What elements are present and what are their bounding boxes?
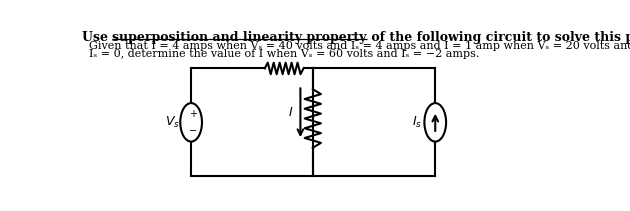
Text: +: + (190, 109, 197, 119)
Text: Given that I = 4 amps when Vₛ = 40 volts and Iₛ = 4 amps and I = 1 amp when Vₛ =: Given that I = 4 amps when Vₛ = 40 volts… (82, 41, 630, 51)
Ellipse shape (180, 103, 202, 142)
Text: of the following circuit to solve this problem.: of the following circuit to solve this p… (367, 31, 630, 45)
Text: −: − (190, 126, 198, 136)
Text: $I$: $I$ (289, 106, 294, 119)
Text: superposition and linearity property: superposition and linearity property (112, 31, 367, 45)
Text: Iₛ = 0, determine the value of I when Vₛ = 60 volts and Iₛ = −2 amps.: Iₛ = 0, determine the value of I when Vₛ… (82, 49, 479, 59)
Text: $V_s$: $V_s$ (165, 115, 180, 130)
Ellipse shape (425, 103, 446, 142)
Text: $I_s$: $I_s$ (411, 115, 421, 130)
Text: Use: Use (82, 31, 112, 45)
